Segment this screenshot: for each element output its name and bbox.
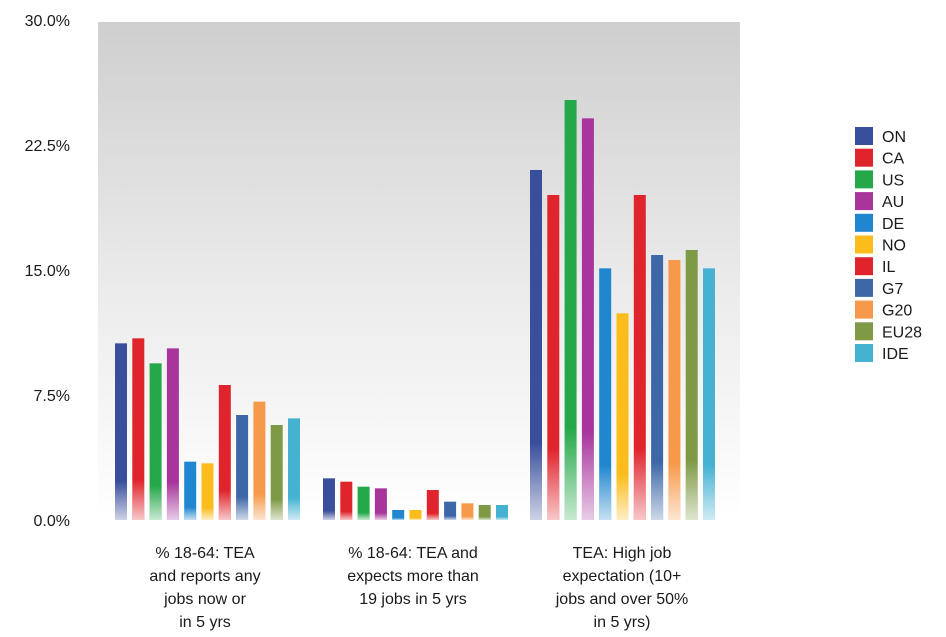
y-tick-label: 30.0%	[25, 13, 70, 30]
x-axis: % 18-64: TEA and reports any jobs now or in…	[149, 545, 688, 631]
bar-fade-overlay	[184, 461, 197, 520]
x-category-label-line: in 5 yrs)	[594, 614, 651, 631]
bar-fade-overlay	[461, 503, 474, 520]
y-tick-label: 0.0%	[34, 513, 70, 530]
legend-swatch	[855, 322, 873, 341]
x-category-label: % 18-64: TEA and expects more than 19 jobs…	[347, 545, 479, 608]
x-category-label-line: 19 jobs in 5 yrs	[359, 591, 467, 608]
legend-label: NO	[882, 238, 906, 255]
legend-item: NO	[855, 235, 906, 255]
x-category-label-line: jobs now or	[163, 591, 246, 608]
bar-fade-overlay	[599, 268, 612, 520]
bar-fade-overlay	[270, 425, 283, 520]
bar-fade-overlay	[668, 260, 681, 520]
legend-label: DE	[882, 216, 904, 233]
legend-item: IL	[855, 257, 895, 276]
legend: ON CA US AU DE NO IL G7 G20 EU28 IDE	[855, 127, 922, 363]
legend-swatch	[855, 148, 873, 167]
bar-fade-overlay	[201, 463, 214, 520]
legend-label: EU28	[882, 324, 922, 341]
plot-area-background	[98, 22, 740, 520]
legend-swatch	[855, 300, 873, 319]
x-category-label-line: in 5 yrs	[179, 614, 231, 631]
legend-label: US	[882, 172, 904, 189]
x-category-label: TEA: High job expectation (10+ jobs and ov…	[555, 545, 689, 631]
legend-item: G7	[855, 278, 903, 298]
bar-cluster	[115, 338, 300, 520]
x-category-label-line: % 18-64: TEA and	[348, 545, 478, 562]
bar-fade-overlay	[444, 501, 457, 520]
bar-fade-overlay	[616, 313, 629, 520]
bar-fade-overlay	[288, 418, 300, 520]
bar-fade-overlay	[340, 481, 353, 520]
legend-item: G20	[855, 300, 912, 320]
bar-cluster	[323, 478, 508, 520]
legend-swatch	[855, 257, 873, 276]
x-category-label-line: expectation (10+	[563, 568, 682, 585]
legend-label: ON	[882, 129, 906, 146]
x-category-label-line: TEA: High job	[573, 545, 672, 562]
legend-item: AU	[855, 192, 904, 211]
bar-fade-overlay	[426, 490, 439, 520]
legend-label: G20	[882, 303, 912, 320]
bar-fade-overlay	[530, 170, 542, 520]
legend-item: US	[855, 170, 904, 189]
legend-label: AU	[882, 194, 904, 211]
legend-item: CA	[855, 148, 905, 168]
legend-swatch	[855, 170, 873, 189]
x-category-label: % 18-64: TEA and reports any jobs now or in…	[149, 545, 260, 631]
legend-swatch	[855, 344, 873, 362]
legend-label: IDE	[882, 346, 909, 363]
bar-fade-overlay	[253, 401, 266, 520]
bar-fade-overlay	[547, 195, 560, 520]
bar-fade-overlay	[633, 195, 646, 520]
bar-fade-overlay	[236, 415, 249, 520]
bar-fade-overlay	[478, 505, 491, 520]
bar-fade-overlay	[357, 486, 370, 520]
bar-fade-overlay	[651, 255, 664, 520]
legend-swatch	[855, 213, 873, 232]
x-category-label-line: expects more than	[347, 568, 479, 585]
y-tick-label: 15.0%	[25, 263, 70, 280]
y-tick-label: 22.5%	[25, 138, 70, 155]
x-category-label-line: % 18-64: TEA	[155, 545, 255, 562]
legend-label: G7	[882, 281, 903, 298]
bar-fade-overlay	[166, 348, 179, 520]
bar-fade-overlay	[115, 343, 127, 520]
bar-fade-overlay	[496, 505, 508, 520]
bar-fade-overlay	[132, 338, 145, 520]
bar-fade-overlay	[581, 118, 594, 520]
legend-item: EU28	[855, 322, 922, 341]
legend-label: IL	[882, 259, 895, 276]
y-tick-label: 7.5%	[34, 388, 70, 405]
legend-swatch	[855, 127, 873, 145]
bar-fade-overlay	[685, 250, 698, 520]
legend-item: IDE	[855, 344, 909, 363]
bar-fade-overlay	[323, 478, 335, 520]
legend-swatch	[855, 235, 873, 254]
legend-item: DE	[855, 213, 904, 233]
bar-fade-overlay	[392, 510, 405, 520]
y-axis: 0.0% 7.5% 15.0% 22.5% 30.0%	[25, 13, 70, 530]
x-category-label-line: jobs and over 50%	[555, 591, 689, 608]
bar-fade-overlay	[564, 100, 577, 520]
bar-fade-overlay	[703, 268, 715, 520]
bar-fade-overlay	[374, 488, 387, 520]
bar-fade-overlay	[149, 363, 162, 520]
legend-item: ON	[855, 127, 906, 146]
bar-cluster	[530, 100, 715, 520]
bar-group	[115, 100, 715, 520]
legend-swatch	[855, 278, 873, 297]
legend-label: CA	[882, 151, 905, 168]
x-category-label-line: and reports any	[149, 568, 260, 585]
legend-swatch	[855, 192, 873, 211]
bar-fade-overlay	[409, 510, 422, 520]
bar-fade-overlay	[218, 385, 231, 520]
